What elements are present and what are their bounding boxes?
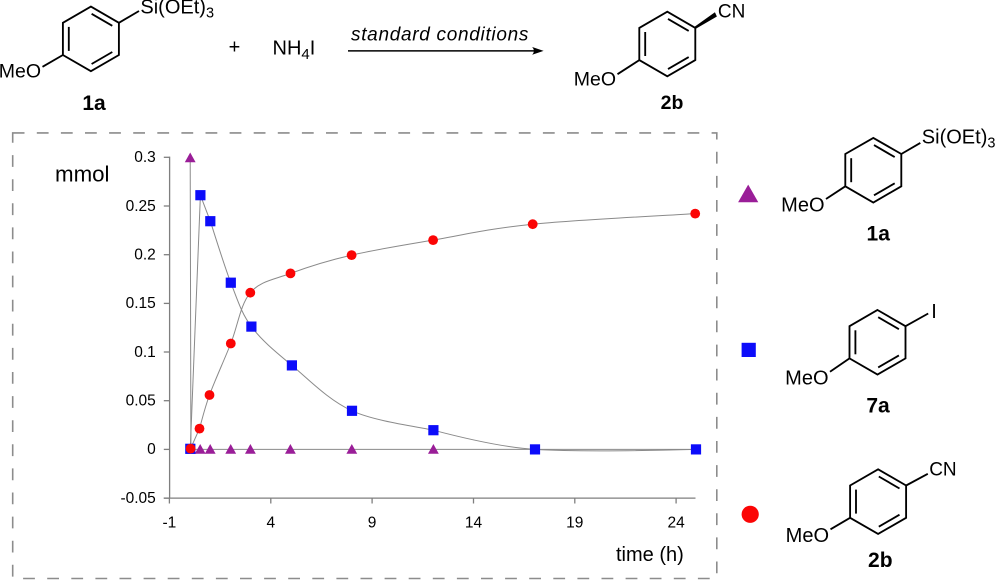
- svg-text:2b: 2b: [868, 549, 893, 572]
- svg-text:time (h): time (h): [616, 544, 684, 566]
- svg-text:1a: 1a: [82, 92, 106, 115]
- svg-text:0.3: 0.3: [134, 149, 156, 166]
- svg-text:0.1: 0.1: [134, 344, 156, 361]
- svg-text:MeO: MeO: [0, 61, 41, 83]
- svg-text:19: 19: [566, 515, 583, 532]
- svg-text:0.25: 0.25: [126, 198, 156, 215]
- svg-text:24: 24: [667, 515, 685, 532]
- svg-text:9: 9: [368, 515, 377, 532]
- svg-text:standard conditions: standard conditions: [351, 25, 529, 46]
- svg-text:MeO: MeO: [785, 367, 828, 389]
- svg-text:0.15: 0.15: [126, 295, 156, 312]
- svg-text:0.2: 0.2: [134, 247, 156, 264]
- svg-text:1a: 1a: [867, 223, 891, 246]
- svg-text:MeO: MeO: [781, 195, 824, 217]
- svg-text:I: I: [931, 301, 937, 323]
- svg-text:7a: 7a: [866, 394, 890, 417]
- svg-text:Si(OEt)3: Si(OEt)3: [140, 0, 214, 22]
- svg-text:14: 14: [465, 515, 483, 532]
- svg-text:CN: CN: [929, 459, 956, 480]
- svg-text:NH4I: NH4I: [273, 38, 316, 64]
- svg-text:2b: 2b: [661, 92, 684, 114]
- svg-text:0.05: 0.05: [126, 393, 156, 410]
- svg-text:MeO: MeO: [786, 525, 829, 547]
- svg-text:-1: -1: [163, 515, 177, 532]
- svg-text:+: +: [229, 37, 241, 59]
- svg-text:CN: CN: [718, 1, 745, 22]
- svg-text:0: 0: [147, 441, 156, 458]
- svg-text:Si(OEt)3: Si(OEt)3: [922, 127, 996, 152]
- svg-text:MeO: MeO: [574, 68, 616, 90]
- svg-text:4: 4: [266, 515, 275, 532]
- svg-text:-0.05: -0.05: [120, 490, 155, 507]
- svg-text:mmol: mmol: [55, 162, 110, 187]
